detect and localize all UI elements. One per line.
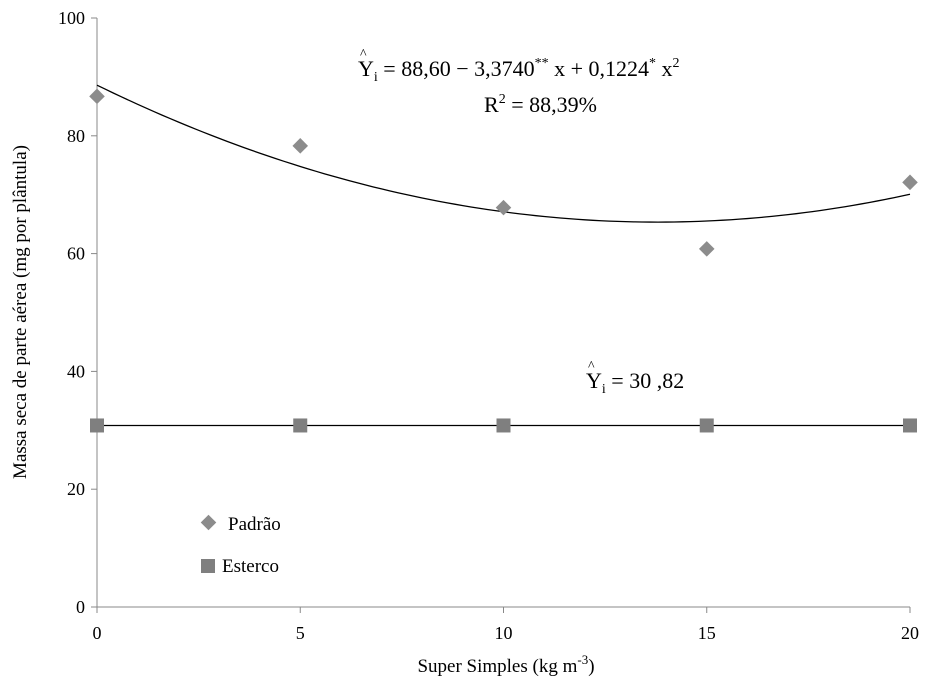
legend-marker-esterco xyxy=(201,559,215,573)
y-axis-title: Massa seca de parte aérea (mg por plântu… xyxy=(10,145,31,479)
point-esterco-3 xyxy=(699,418,714,433)
legend-marker-padrao xyxy=(200,514,217,531)
r2-label: R xyxy=(484,92,499,117)
svg-text:Yi = 30 ,82: Yi = 30 ,82 xyxy=(586,368,684,397)
y-tick-label: 80 xyxy=(67,126,85,146)
point-padrao-2 xyxy=(495,199,512,216)
x-axis-title-superscript: -3 xyxy=(577,652,588,667)
point-padrao-4 xyxy=(902,174,918,191)
equation-padrao-yhat: Y xyxy=(358,56,374,81)
svg-text:Yi = 88,60 − 3,3740** x + 0,12: Yi = 88,60 − 3,3740** x + 0,1224* x2 xyxy=(358,56,680,85)
point-esterco-1 xyxy=(293,418,308,433)
y-ticks: 0 20 40 60 80 100 xyxy=(58,8,97,617)
y-tick-label: 60 xyxy=(67,244,85,264)
x-ticks: 0 5 10 15 20 xyxy=(93,607,919,643)
y-tick-label: 100 xyxy=(58,8,85,28)
y-tick-label: 40 xyxy=(67,361,85,381)
x-axis-title: Super Simples (kg m-3) xyxy=(417,652,594,677)
y-tick-label: 0 xyxy=(76,597,85,617)
legend-label-esterco: Esterco xyxy=(222,556,279,577)
x-tick-label: 5 xyxy=(296,623,305,643)
legend-label-padrao: Padrão xyxy=(228,514,281,535)
legend: Padrão Esterco xyxy=(200,514,281,577)
data-points xyxy=(89,88,918,433)
point-padrao-3 xyxy=(698,241,715,257)
equation-esterco: Yi = 30 ,82 ^ xyxy=(586,359,684,397)
svg-text:R2 = 88,39%: R2 = 88,39% xyxy=(484,92,597,117)
hat-padrao: ^ xyxy=(360,47,367,62)
hat-esterco: ^ xyxy=(588,359,595,374)
point-padrao-1 xyxy=(292,138,309,154)
point-esterco-2 xyxy=(496,418,511,433)
point-esterco-0 xyxy=(90,418,104,433)
y-tick-label: 20 xyxy=(67,479,85,499)
x-tick-label: 10 xyxy=(495,623,513,643)
point-esterco-4 xyxy=(903,418,917,433)
x-tick-label: 20 xyxy=(901,623,919,643)
equation-padrao: Yi = 88,60 − 3,3740** x + 0,1224* x2 ^ R… xyxy=(358,47,680,117)
x-tick-label: 0 xyxy=(93,623,102,643)
x-tick-label: 15 xyxy=(698,623,716,643)
point-padrao-0 xyxy=(89,88,105,105)
equation-padrao-sub: i xyxy=(374,70,378,85)
